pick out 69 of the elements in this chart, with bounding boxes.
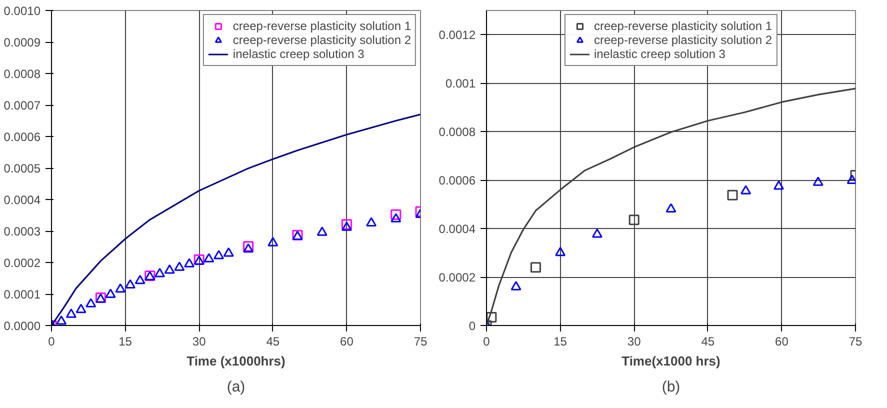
point — [390, 213, 402, 222]
y-tick-label: 0.0006 — [438, 174, 476, 188]
x-tick-label: 75 — [414, 334, 428, 348]
point — [341, 222, 352, 231]
point — [316, 226, 328, 236]
y-tick-label: 0 — [468, 319, 476, 333]
y-tick-label: 0.0010 — [4, 4, 41, 18]
point — [510, 281, 522, 290]
point — [56, 315, 67, 325]
point — [66, 308, 76, 318]
legend-label: creep-reverse plasticity solution 1 — [594, 19, 772, 33]
y-tick-label: 0.0009 — [4, 36, 41, 50]
x-tick-label: 45 — [701, 334, 715, 348]
x-tick-label: 30 — [192, 334, 206, 348]
y-tick-label: 0.0004 — [4, 193, 41, 207]
x-tick-label: 60 — [775, 334, 789, 348]
point — [164, 264, 175, 274]
point — [154, 268, 165, 278]
x-tick-label: 75 — [848, 334, 862, 348]
point — [223, 247, 234, 257]
y-tick-label: 0.0004 — [438, 222, 476, 236]
point — [592, 228, 602, 238]
y-tick-label: 0.0012 — [438, 28, 476, 42]
legend-label: inelastic creep solution 3 — [232, 47, 364, 61]
point — [105, 288, 116, 298]
legend-label: inelastic creep solution 3 — [594, 47, 726, 61]
legend-label: creep-reverse plasticity solution 2 — [594, 33, 772, 47]
x-axis-title: Time(x1000 hrs) — [622, 354, 720, 368]
y-tick-label: 0.0008 — [438, 125, 476, 140]
y-tick-label: 0.0000 — [4, 319, 41, 333]
y-tick-label: 0.0002 — [4, 256, 41, 270]
point — [134, 274, 146, 284]
point — [774, 180, 784, 190]
text: (b) — [662, 378, 680, 396]
point — [204, 253, 214, 262]
point — [555, 246, 566, 256]
point — [174, 262, 185, 271]
point — [214, 250, 224, 260]
x-axis-title: Time (x1000hrs) — [186, 354, 286, 368]
y-tick-label: 0.0007 — [4, 98, 41, 112]
y-tick-label: 0.0001 — [4, 288, 41, 302]
point — [666, 203, 676, 213]
point — [86, 298, 96, 308]
point — [184, 258, 195, 268]
point — [341, 219, 352, 230]
y-tick-label: 0.0002 — [438, 270, 476, 285]
x-tick-label: 60 — [340, 334, 354, 348]
y-tick-label: 0.001 — [445, 76, 476, 91]
point — [268, 237, 278, 246]
x-tick-label: 15 — [118, 334, 132, 348]
y-tick-label: 0.0008 — [4, 67, 41, 81]
point — [124, 279, 136, 289]
x-tick-label: 30 — [627, 334, 642, 348]
point — [740, 185, 752, 194]
x-tick-label: 0 — [483, 334, 490, 348]
x-tick-label: 15 — [554, 334, 568, 348]
x-tick-label: 0 — [48, 334, 56, 348]
point — [366, 217, 377, 226]
y-tick-label: 0.0005 — [4, 162, 41, 176]
point — [115, 283, 126, 293]
point — [390, 209, 402, 220]
text: (a) — [226, 378, 246, 396]
legend-label: creep-reverse plasticity solution 2 — [232, 33, 411, 47]
point — [76, 304, 86, 314]
x-tick-label: 45 — [266, 334, 280, 348]
point — [812, 176, 824, 186]
y-tick-label: 0.0006 — [4, 130, 41, 144]
legend-label: creep-reverse plasticity solution 1 — [232, 19, 411, 33]
y-tick-label: 0.0003 — [4, 224, 41, 238]
